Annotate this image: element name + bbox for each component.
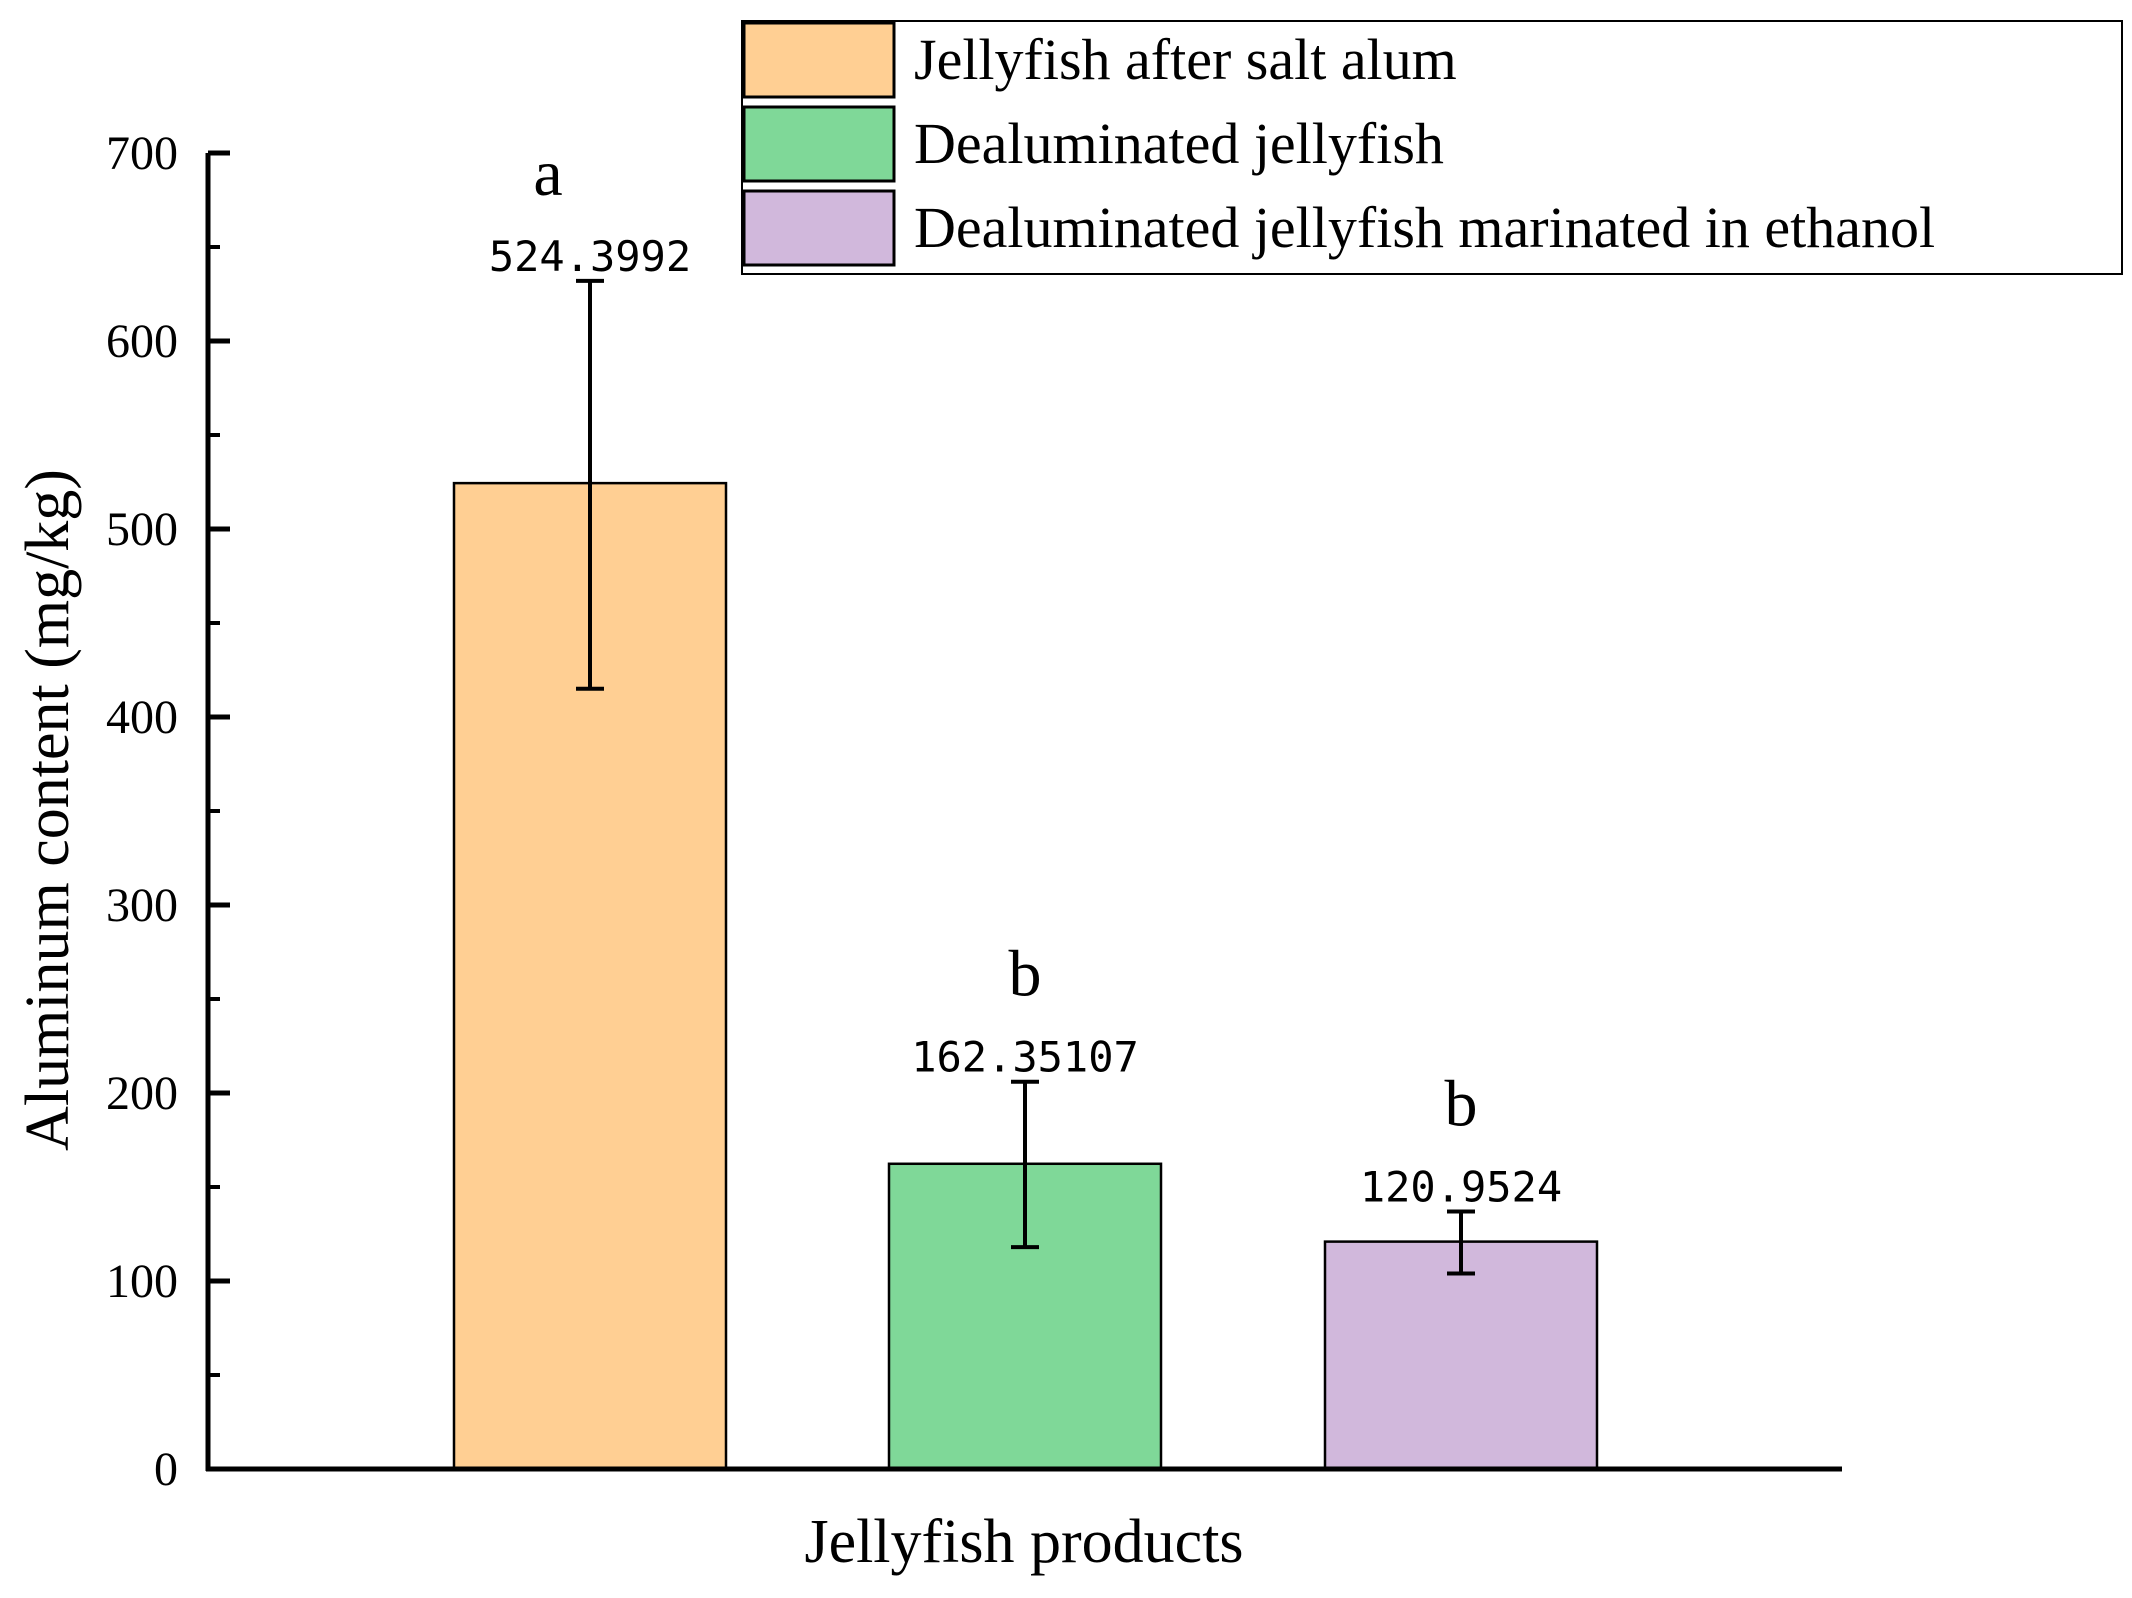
y-tick-label: 0 [154,1443,178,1496]
data-label-1: 524.3992 [489,232,691,281]
legend-label-3: Dealuminated jellyfish marinated in etha… [914,195,1935,260]
axes-layer: 0 100 200 300 400 500 600 700 [106,127,1842,1496]
legend-swatch-3 [742,189,896,267]
legend-label-1: Jellyfish after salt alum [914,27,1457,92]
data-label-3: 120.9524 [1360,1162,1562,1211]
legend: Jellyfish after salt alum Dealuminated je… [741,20,2123,275]
data-label-2: 162.35107 [911,1033,1139,1082]
legend-label-2: Dealuminated jellyfish [914,111,1444,176]
y-axis-title: Aluminum content (mg/kg) [14,469,82,1151]
y-tick-label: 500 [106,503,178,556]
significance-label-3: b [1445,1067,1478,1140]
significance-label-2: b [1009,938,1042,1011]
error-bars-layer [576,278,1475,1276]
y-tick-label: 700 [106,127,178,180]
labels-layer: 524.3992 a 162.35107 b 120.9524 b [489,137,1562,1212]
significance-label-1: a [533,137,562,210]
bar-3 [1323,1240,1599,1471]
y-tick-label: 300 [106,879,178,932]
legend-swatch-1 [742,21,896,99]
y-tick-label: 200 [106,1067,178,1120]
x-axis-title: Jellyfish products [804,1508,1243,1576]
legend-swatch-2 [742,105,896,183]
y-tick-label: 100 [106,1255,178,1308]
y-tick-label: 600 [106,315,178,368]
legend-box [741,20,2123,275]
y-tick-label: 400 [106,691,178,744]
